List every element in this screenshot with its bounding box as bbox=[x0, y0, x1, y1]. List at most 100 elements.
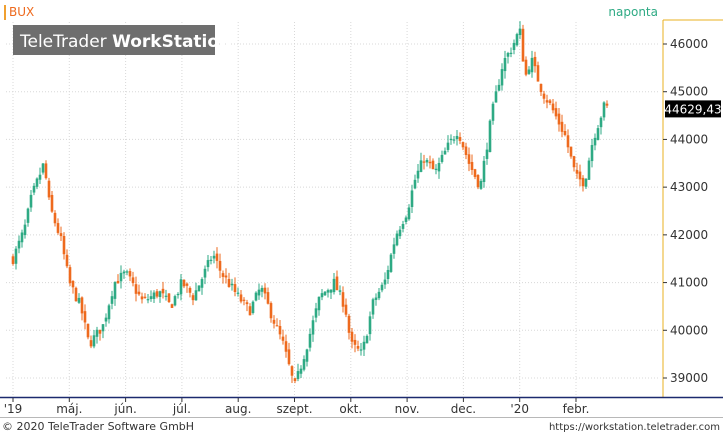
candle-body bbox=[563, 130, 567, 135]
candle bbox=[605, 100, 609, 108]
candle-body bbox=[473, 169, 477, 177]
candle bbox=[41, 163, 45, 175]
candle bbox=[506, 51, 510, 64]
x-tick-label: máj. bbox=[56, 402, 82, 416]
candle bbox=[584, 178, 588, 190]
candle bbox=[263, 283, 267, 300]
candle bbox=[119, 265, 123, 289]
gridlines bbox=[6, 22, 660, 396]
candle-body bbox=[575, 170, 579, 174]
candle bbox=[470, 154, 474, 175]
candle-body bbox=[431, 160, 435, 170]
candle-body bbox=[422, 161, 426, 163]
candle-body bbox=[539, 83, 543, 93]
candle-body bbox=[134, 284, 138, 294]
candle-body bbox=[512, 42, 516, 51]
candle bbox=[509, 47, 513, 58]
candle-body bbox=[251, 301, 255, 314]
last-price-label-bg bbox=[665, 100, 721, 118]
candle bbox=[209, 255, 213, 265]
candle bbox=[146, 294, 150, 304]
candle bbox=[557, 107, 561, 132]
candle bbox=[347, 313, 351, 340]
candle bbox=[269, 301, 273, 323]
candle-body bbox=[305, 349, 309, 362]
candle bbox=[101, 324, 105, 339]
candle bbox=[206, 255, 210, 272]
candle bbox=[416, 163, 420, 183]
candle bbox=[530, 50, 534, 78]
candle-body bbox=[200, 279, 204, 288]
candle-body bbox=[191, 295, 195, 301]
candle-body bbox=[350, 331, 354, 342]
candle-body bbox=[116, 280, 120, 284]
candle-body bbox=[491, 103, 495, 121]
watermark-bold: WorkStation bbox=[112, 32, 231, 52]
candle bbox=[65, 249, 69, 269]
candle-body bbox=[86, 323, 90, 338]
candle-body bbox=[365, 335, 369, 344]
candle-body bbox=[407, 207, 411, 220]
watermark-light: TeleTrader bbox=[19, 32, 112, 52]
candle-body bbox=[107, 305, 111, 320]
candle-body bbox=[488, 120, 492, 153]
candle bbox=[335, 270, 339, 291]
candle bbox=[194, 282, 198, 301]
candle-body bbox=[482, 160, 486, 182]
candle bbox=[290, 365, 294, 383]
candle-body bbox=[332, 278, 336, 293]
candle bbox=[131, 271, 135, 287]
candle bbox=[572, 155, 576, 172]
candle-body bbox=[140, 296, 144, 300]
candle-body bbox=[98, 329, 102, 334]
candle bbox=[494, 85, 498, 103]
candle bbox=[500, 63, 504, 91]
candle bbox=[533, 51, 537, 73]
candle-body bbox=[89, 340, 93, 347]
candle bbox=[11, 254, 15, 266]
candle-body bbox=[230, 283, 234, 286]
candle bbox=[197, 285, 201, 292]
candle bbox=[167, 293, 171, 304]
candle bbox=[116, 274, 120, 284]
candle bbox=[293, 377, 297, 384]
candle bbox=[482, 156, 486, 188]
copyright-text: © 2020 TeleTrader Software GmbH bbox=[2, 420, 194, 433]
candle-body bbox=[275, 325, 279, 327]
candle bbox=[428, 155, 432, 169]
candle bbox=[512, 39, 516, 55]
candle bbox=[77, 293, 81, 304]
candle-body bbox=[476, 174, 480, 188]
candle bbox=[434, 164, 438, 175]
candle-body bbox=[434, 168, 438, 170]
candle-body bbox=[419, 160, 423, 172]
candle-body bbox=[254, 292, 258, 301]
candle bbox=[23, 219, 27, 239]
candle-body bbox=[176, 293, 180, 296]
candle-body bbox=[326, 290, 330, 293]
candle-body bbox=[224, 275, 228, 278]
candle bbox=[536, 61, 540, 82]
candle-body bbox=[602, 102, 606, 118]
candle-body bbox=[398, 229, 402, 237]
candle bbox=[38, 167, 42, 184]
candle-body bbox=[542, 93, 546, 99]
candle bbox=[74, 286, 78, 302]
candle-body bbox=[170, 304, 174, 308]
candle bbox=[449, 134, 453, 145]
candle-body bbox=[368, 316, 372, 335]
candle bbox=[599, 116, 603, 135]
candle bbox=[122, 269, 126, 279]
candle bbox=[191, 293, 195, 306]
candle-body bbox=[53, 212, 57, 224]
y-tick-label: 40000 bbox=[670, 323, 708, 337]
candle-body bbox=[362, 341, 366, 350]
candle-body bbox=[404, 217, 408, 223]
candle-body bbox=[92, 335, 96, 347]
candle bbox=[326, 288, 330, 298]
candle bbox=[236, 287, 240, 297]
candle bbox=[272, 315, 276, 329]
candle bbox=[83, 304, 87, 330]
candle-body bbox=[245, 302, 249, 305]
candle bbox=[380, 282, 384, 293]
